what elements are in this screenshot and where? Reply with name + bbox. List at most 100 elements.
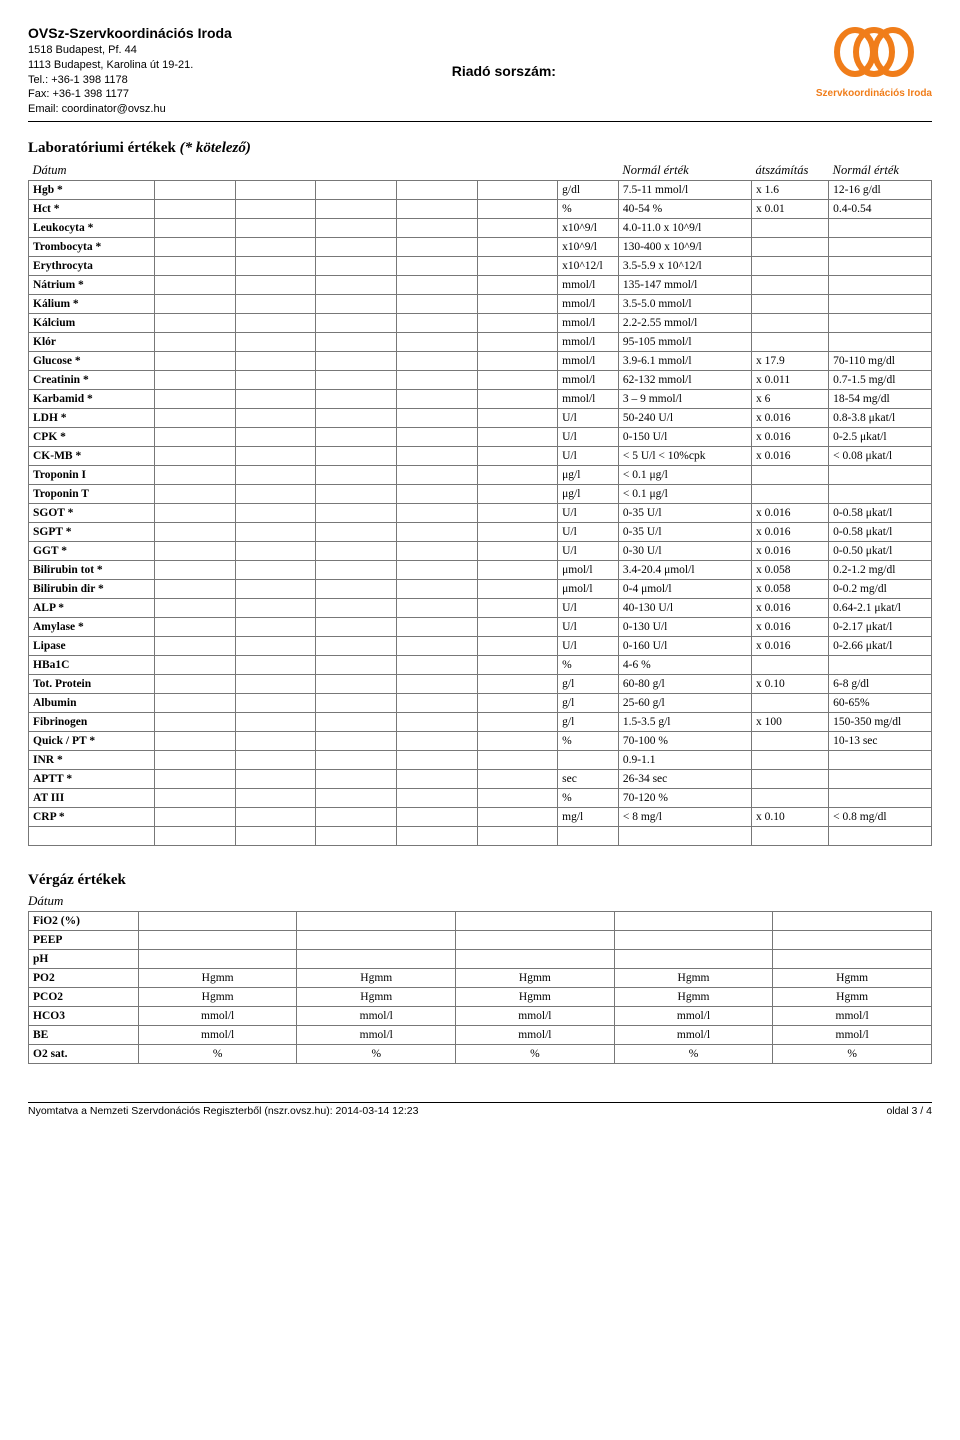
table-cell (477, 580, 558, 599)
table-cell (155, 732, 236, 751)
lab-col-normal2: Normál érték (829, 161, 932, 181)
lab-title-main: Laboratóriumi értékek (28, 140, 180, 156)
table-cell (396, 390, 477, 409)
lab-section-title: Laboratóriumi értékek (* kötelező) (28, 140, 932, 157)
table-cell (477, 561, 558, 580)
table-cell: x 1.6 (752, 181, 829, 200)
table-cell (396, 789, 477, 808)
footer-left: Nyomtatva a Nemzeti Szervdonációs Regisz… (28, 1105, 418, 1117)
table-cell: 60-65% (829, 694, 932, 713)
table-cell (829, 238, 932, 257)
table-cell: Nátrium * (29, 276, 155, 295)
table-cell (396, 637, 477, 656)
table-cell: x 0.10 (752, 808, 829, 827)
table-cell: 1.5-3.5 g/l (618, 713, 751, 732)
table-cell (155, 542, 236, 561)
table-cell: 0-2.17 μkat/l (829, 618, 932, 637)
table-cell (396, 751, 477, 770)
table-cell (752, 238, 829, 257)
table-cell (316, 333, 397, 352)
table-cell (235, 789, 316, 808)
table-cell: Hgb * (29, 181, 155, 200)
table-cell (138, 912, 297, 931)
table-cell: Kálcium (29, 314, 155, 333)
table-cell (316, 789, 397, 808)
lab-table: Dátum Normál érték átszámítás Normál ért… (28, 161, 932, 846)
table-cell: AT III (29, 789, 155, 808)
table-cell: 0-2.66 μkat/l (829, 637, 932, 656)
table-cell (316, 390, 397, 409)
table-cell (396, 713, 477, 732)
table-cell: 25-60 g/l (618, 694, 751, 713)
table-cell: mmol/l (138, 1026, 297, 1045)
lab-col-conv: átszámítás (752, 161, 829, 181)
table-cell (477, 390, 558, 409)
table-cell (477, 599, 558, 618)
table-cell: Hgmm (614, 988, 773, 1007)
table-cell: x 6 (752, 390, 829, 409)
table-cell: 0-150 U/l (618, 428, 751, 447)
table-cell (477, 694, 558, 713)
table-cell (155, 523, 236, 542)
table-cell (456, 950, 615, 969)
table-cell: CRP * (29, 808, 155, 827)
table-cell: mmol/l (614, 1007, 773, 1026)
table-row: pH (29, 950, 932, 969)
table-cell (316, 637, 397, 656)
table-row: HBa1C%4-6 % (29, 656, 932, 675)
table-cell (235, 561, 316, 580)
table-cell (235, 314, 316, 333)
table-cell: 18-54 mg/dl (829, 390, 932, 409)
table-row: Albuming/l25-60 g/l60-65% (29, 694, 932, 713)
table-row: Klórmmol/l95-105 mmol/l (29, 333, 932, 352)
table-cell (752, 295, 829, 314)
table-row: LipaseU/l0-160 U/lx 0.0160-2.66 μkat/l (29, 637, 932, 656)
table-cell: mmol/l (297, 1026, 456, 1045)
table-cell: mmol/l (558, 314, 619, 333)
table-cell (752, 827, 829, 846)
table-cell (235, 732, 316, 751)
table-cell: % (138, 1045, 297, 1064)
table-cell: 3.9-6.1 mmol/l (618, 352, 751, 371)
table-cell: sec (558, 770, 619, 789)
table-cell (396, 504, 477, 523)
table-row: Kálciummmol/l2.2-2.55 mmol/l (29, 314, 932, 333)
table-row: Bilirubin dir *μmol/l0-4 μmol/lx 0.0580-… (29, 580, 932, 599)
table-cell: SGOT * (29, 504, 155, 523)
table-row: PCO2HgmmHgmmHgmmHgmmHgmm (29, 988, 932, 1007)
table-cell (477, 523, 558, 542)
table-cell: < 0.8 mg/dl (829, 808, 932, 827)
table-cell (396, 371, 477, 390)
lab-header-row: Dátum Normál érték átszámítás Normál ért… (29, 161, 932, 181)
table-cell (155, 238, 236, 257)
table-cell: 130-400 x 10^9/l (618, 238, 751, 257)
table-cell: % (773, 1045, 932, 1064)
table-cell: < 0.1 μg/l (618, 485, 751, 504)
page-footer: Nyomtatva a Nemzeti Szervdonációs Regisz… (28, 1102, 932, 1117)
table-cell (396, 352, 477, 371)
table-cell: x 0.016 (752, 637, 829, 656)
table-cell (155, 789, 236, 808)
table-cell: 0-2.5 μkat/l (829, 428, 932, 447)
table-cell (396, 827, 477, 846)
table-cell: Hgmm (138, 988, 297, 1007)
table-cell: U/l (558, 542, 619, 561)
logo-label: Szervkoordinációs Iroda (816, 88, 932, 99)
table-cell: 7.5-11 mmol/l (618, 181, 751, 200)
table-cell (155, 390, 236, 409)
table-cell (155, 808, 236, 827)
table-row: SGOT *U/l0-35 U/lx 0.0160-0.58 μkat/l (29, 504, 932, 523)
table-row: O2 sat.%%%%% (29, 1045, 932, 1064)
table-cell: < 8 mg/l (618, 808, 751, 827)
table-cell (396, 276, 477, 295)
table-cell (477, 808, 558, 827)
table-cell: Troponin T (29, 485, 155, 504)
table-row: Hgb *g/dl7.5-11 mmol/lx 1.612-16 g/dl (29, 181, 932, 200)
table-cell (558, 827, 619, 846)
table-cell (155, 466, 236, 485)
table-cell: g/dl (558, 181, 619, 200)
table-cell (155, 333, 236, 352)
table-cell: 4.0-11.0 x 10^9/l (618, 219, 751, 238)
table-cell (396, 238, 477, 257)
table-cell: Hgmm (773, 988, 932, 1007)
